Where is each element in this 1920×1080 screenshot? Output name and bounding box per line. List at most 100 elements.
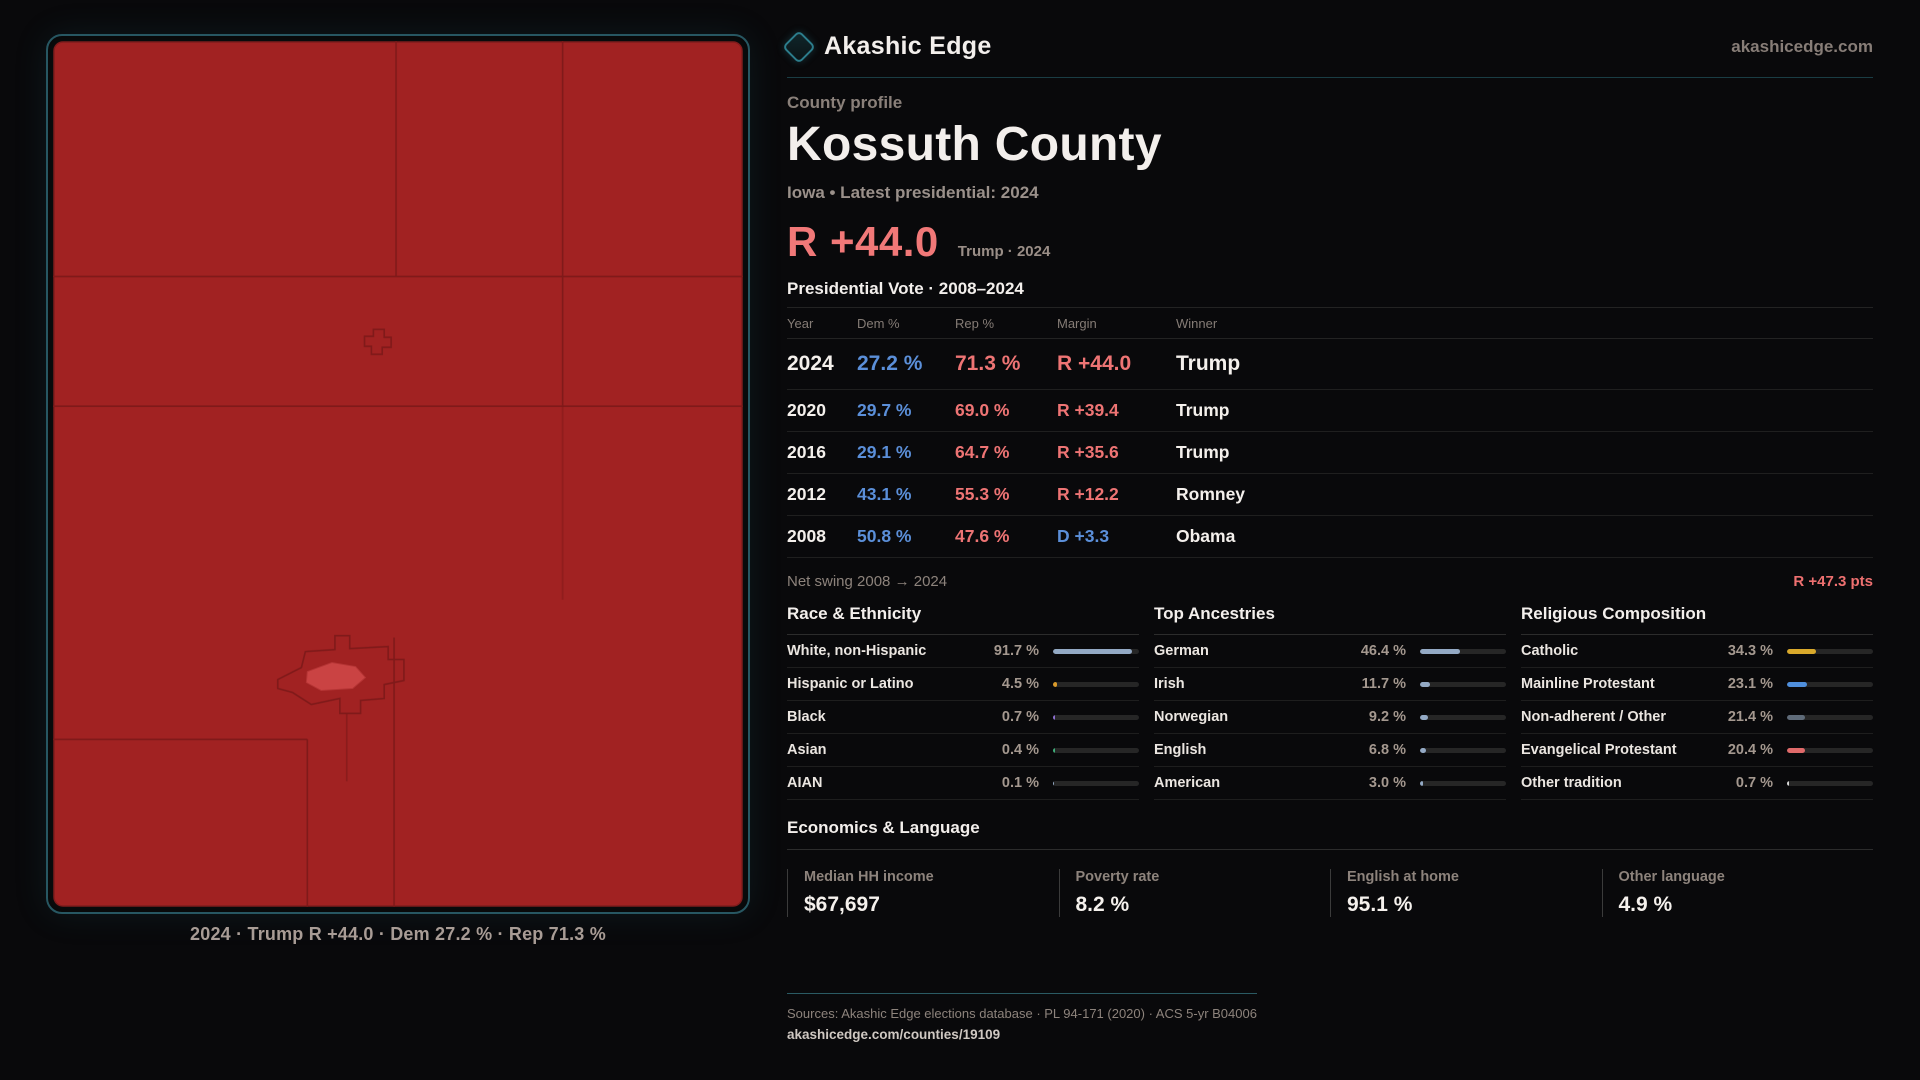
demographic-bar: [1787, 714, 1873, 720]
demographic-label: Catholic: [1521, 643, 1579, 659]
election-table-row: 2016 29.1 % 64.7 % R +35.6 Trump: [787, 432, 1873, 474]
demographic-bar: [1053, 780, 1139, 786]
brand-name: Akashic Edge: [824, 32, 992, 60]
election-table-row: 2008 50.8 % 47.6 % D +3.3 Obama: [787, 516, 1873, 558]
permalink-link[interactable]: akashicedge.com/counties/19109: [787, 1027, 1001, 1042]
demographic-bar-fill: [1787, 780, 1789, 786]
demographic-label: English: [1154, 742, 1207, 758]
section-rows: Catholic 34.3 % Mainline Protestant 23.1…: [1521, 635, 1873, 800]
demographic-row: Hispanic or Latino 4.5 %: [787, 668, 1139, 701]
demographic-value: 0.7 %: [1001, 709, 1039, 725]
demographic-value: 21.4 %: [1727, 709, 1773, 725]
section-title: Religious Composition: [1521, 604, 1873, 635]
demographic-value: 20.4 %: [1727, 742, 1773, 758]
cell-margin: R +44.0: [1057, 352, 1132, 375]
county-map-card: [46, 34, 750, 914]
cell-dem-pct: 29.7 %: [857, 400, 912, 420]
demographic-value: 0.4 %: [1001, 742, 1039, 758]
demographic-label: Asian: [787, 742, 827, 758]
stat-label: English at home: [1347, 869, 1459, 885]
section-rows: White, non-Hispanic 91.7 % Hispanic or L…: [787, 635, 1139, 800]
demographic-bar: [1420, 780, 1506, 786]
demographic-label: Non-adherent / Other: [1521, 709, 1667, 725]
county-profile-panel: Akashic Edge akashicedge.com County prof…: [782, 0, 1873, 1042]
demographic-bar-fill: [1420, 747, 1426, 753]
site-domain-link[interactable]: akashicedge.com: [1731, 36, 1873, 56]
demographic-value: 11.7 %: [1361, 676, 1406, 692]
demographic-row: White, non-Hispanic 91.7 %: [787, 635, 1139, 668]
demographic-value: 23.1 %: [1727, 676, 1773, 692]
cell-winner: Trump: [1176, 352, 1241, 375]
demographic-bar-fill: [1787, 681, 1807, 687]
section-title: Race & Ethnicity: [787, 604, 1139, 635]
demographic-value: 3.0 %: [1368, 775, 1406, 791]
election-table-row: 2012 43.1 % 55.3 % R +12.2 Romney: [787, 474, 1873, 516]
election-table-title: Presidential Vote · 2008–2024: [787, 279, 1024, 298]
demographic-value: 0.1 %: [1001, 775, 1039, 791]
cell-margin: D +3.3: [1057, 526, 1110, 546]
cell-winner: Romney: [1176, 484, 1246, 504]
election-table: Year Dem % Rep % Margin Winner 2024 27.2 % 7…: [787, 307, 1873, 558]
demographic-label: Hispanic or Latino: [787, 676, 914, 692]
footer-divider: [787, 993, 1257, 994]
demographic-bar-fill: [1787, 747, 1805, 753]
election-table-body: 2024 27.2 % 71.3 % R +44.0 Trump 2020 29…: [787, 339, 1873, 558]
demographic-row: German 46.4 %: [1154, 635, 1506, 668]
demographic-row: Irish 11.7 %: [1154, 668, 1506, 701]
demographic-bar: [1787, 780, 1873, 786]
election-table-row: 2024 27.2 % 71.3 % R +44.0 Trump: [787, 339, 1873, 390]
cell-dem-pct: 43.1 %: [857, 484, 912, 504]
demographic-value: 34.3 %: [1727, 643, 1773, 659]
cell-rep-pct: 69.0 %: [955, 400, 1010, 420]
diamond-logo-icon: [782, 29, 816, 64]
cell-winner: Trump: [1176, 400, 1230, 420]
demographic-label: Evangelical Protestant: [1521, 742, 1677, 758]
demographic-row: Black 0.7 %: [787, 701, 1139, 734]
demographic-bar: [1053, 747, 1139, 753]
demographic-bar: [1053, 681, 1139, 687]
demographic-bar-fill: [1053, 747, 1055, 753]
cell-rep-pct: 47.6 %: [955, 526, 1010, 546]
demographic-bar: [1787, 681, 1873, 687]
cell-year: 2024: [787, 352, 834, 375]
net-swing-row: Net swing 2008 → 2024 R +47.3 pts: [787, 573, 1873, 590]
section-rows: German 46.4 % Irish 11.7 % Norwegian 9.2…: [1154, 635, 1506, 800]
demographic-row: Asian 0.4 %: [787, 734, 1139, 767]
demographic-bar: [1420, 648, 1506, 654]
header: Akashic Edge akashicedge.com: [782, 0, 1873, 64]
demographic-bar-fill: [1420, 780, 1423, 786]
demographic-label: White, non-Hispanic: [787, 643, 927, 659]
demographic-value: 6.8 %: [1368, 742, 1406, 758]
demographic-label: Norwegian: [1154, 709, 1229, 725]
stat-value: 8.2 %: [1075, 893, 1130, 916]
sources-text: Sources: Akashic Edge elections database…: [787, 1006, 1257, 1021]
stat-label: Median HH income: [804, 869, 934, 885]
economics-stats: Median HH income $67,697 Poverty rate 8.…: [787, 869, 1873, 917]
header-divider: [787, 77, 1873, 78]
election-table-header: Year Dem % Rep % Margin Winner: [787, 307, 1873, 339]
demographic-bar-fill: [1053, 681, 1057, 687]
stat-value: $67,697: [804, 893, 880, 916]
demographic-row: Mainline Protestant 23.1 %: [1521, 668, 1873, 701]
headline-context: Trump · 2024: [957, 243, 1051, 260]
demographic-bar-fill: [1787, 714, 1806, 720]
cell-dem-pct: 27.2 %: [857, 352, 923, 375]
demographic-row: Evangelical Protestant 20.4 %: [1521, 734, 1873, 767]
stat-label: Other language: [1618, 869, 1725, 885]
headline-margin-value: R +44.0: [787, 218, 939, 265]
demographic-row: English 6.8 %: [1154, 734, 1506, 767]
stat-label: Poverty rate: [1075, 869, 1160, 885]
demographic-bar: [1787, 747, 1873, 753]
cell-margin: R +35.6: [1057, 442, 1119, 462]
demographic-label: Black: [787, 709, 826, 725]
stat-card: Other language 4.9 %: [1601, 869, 1874, 917]
demographics-section: Race & Ethnicity White, non-Hispanic 91.…: [787, 604, 1139, 800]
map-caption: 2024 · Trump R +44.0 · Dem 27.2 % · Rep …: [190, 924, 606, 944]
kicker-label: County profile: [787, 93, 903, 112]
election-column-header: Dem %: [857, 316, 900, 331]
demographic-value: 4.5 %: [1001, 676, 1039, 692]
demographic-value: 9.2 %: [1368, 709, 1406, 725]
demographic-row: Other tradition 0.7 %: [1521, 767, 1873, 800]
subtitle: Iowa • Latest presidential: 2024: [787, 183, 1039, 202]
cell-rep-pct: 71.3 %: [955, 352, 1021, 375]
